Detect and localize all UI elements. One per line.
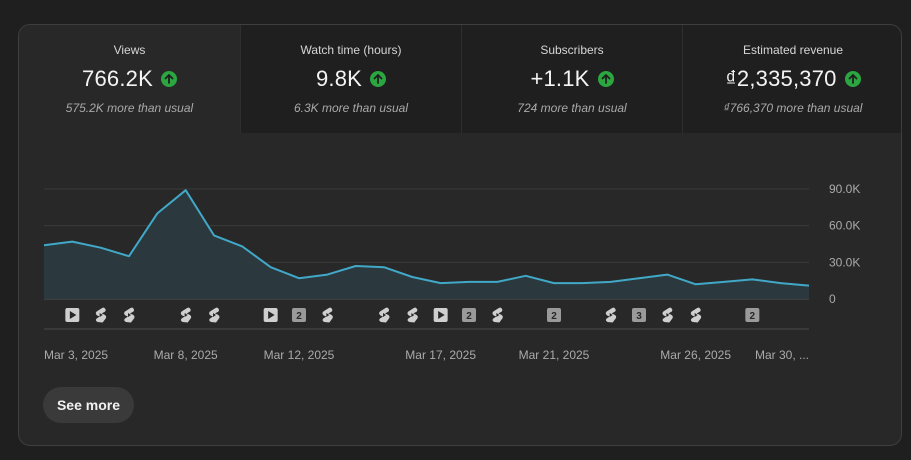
count-marker-label: 3 — [636, 311, 642, 322]
arrow-up-icon — [160, 71, 177, 87]
see-more-button[interactable]: See more — [43, 387, 134, 423]
series-area — [44, 190, 809, 299]
tab-subscribers[interactable]: Subscribers +1.1K 724 more than usual — [461, 25, 682, 133]
video-marker — [65, 308, 80, 322]
count-marker: 2 — [547, 308, 561, 322]
count-marker-bg — [632, 308, 646, 322]
metric-value: 766.2K — [82, 66, 153, 91]
play-icon — [438, 311, 445, 319]
short-marker — [407, 307, 418, 323]
count-marker-bg — [462, 308, 476, 322]
shorts-play — [184, 313, 188, 317]
metric-value: ₫2,335,370 — [725, 66, 837, 91]
count-marker-label: 2 — [466, 311, 472, 322]
arrow-up-icon — [844, 71, 861, 87]
metric-value: 9.8K — [315, 66, 363, 91]
metric-comparison: ₫766,370 more than usual — [723, 101, 863, 115]
count-marker: 2 — [292, 308, 306, 322]
count-marker-bg — [745, 308, 760, 322]
shorts-play — [326, 313, 330, 317]
metric-comparison: 6.3K more than usual — [293, 101, 409, 115]
y-tick-label: 90.0K — [829, 182, 860, 196]
x-tick-label: Mar 30, ... — [755, 348, 809, 362]
tab-title: Watch time (hours) — [300, 43, 402, 57]
x-tick-label: Mar 17, 2025 — [405, 348, 476, 362]
shorts-play — [694, 313, 698, 317]
play-icon — [268, 311, 275, 319]
short-marker — [690, 307, 702, 323]
count-marker-label: 2 — [296, 311, 302, 322]
metric-tabs: Views 766.2K 575.2K more than usual Watc… — [19, 25, 901, 133]
shorts-play — [666, 313, 670, 317]
short-marker — [492, 307, 503, 323]
x-tick-label: Mar 3, 2025 — [44, 348, 108, 362]
arrow-up-icon — [597, 71, 614, 87]
views-chart[interactable]: 90.0K 60.0K 30.0K 0 2 2 2 3 2 Mar 3, 2025 Mar 8, 2… — [19, 133, 901, 363]
tab-title: Subscribers — [540, 43, 604, 57]
tab-watch-time[interactable]: Watch time (hours) 9.8K 6.3K more than u… — [240, 25, 461, 133]
shorts-play — [496, 313, 500, 317]
shorts-play — [383, 313, 386, 317]
tab-views[interactable]: Views 766.2K 575.2K more than usual — [19, 25, 240, 133]
play-icon — [69, 311, 77, 319]
count-marker-label: 2 — [750, 311, 756, 322]
metric-comparison: 724 more than usual — [517, 101, 627, 115]
x-tick-label: Mar 21, 2025 — [519, 348, 590, 362]
count-marker-bg — [292, 308, 306, 322]
y-tick-label: 60.0K — [829, 219, 860, 233]
y-tick-label: 0 — [829, 292, 836, 306]
count-marker-label: 2 — [551, 311, 557, 322]
x-tick-label: Mar 26, 2025 — [660, 348, 731, 362]
short-marker — [662, 307, 673, 323]
short-marker — [209, 307, 220, 323]
short-marker — [180, 307, 192, 323]
metric-value: +1.1K — [530, 66, 590, 91]
y-tick-label: 30.0K — [829, 255, 860, 269]
short-marker — [379, 307, 390, 323]
count-marker: 2 — [462, 308, 476, 322]
shorts-play — [609, 313, 613, 317]
video-marker — [433, 308, 448, 322]
arrow-up-icon — [370, 71, 387, 87]
tab-title: Estimated revenue — [742, 43, 844, 57]
shorts-play — [128, 313, 131, 317]
video-marker — [263, 308, 278, 322]
analytics-card: Views 766.2K 575.2K more than usual Watc… — [18, 24, 902, 446]
tab-estimated-revenue[interactable]: Estimated revenue ₫2,335,370 ₫766,370 mo… — [682, 25, 901, 133]
count-marker: 2 — [745, 308, 760, 322]
chart-svg: 90.0K 60.0K 30.0K 0 2 2 2 3 2 Mar 3, 2025 Mar 8, 2… — [43, 182, 860, 362]
short-marker — [95, 307, 107, 323]
short-marker — [124, 307, 135, 323]
shorts-play — [411, 313, 415, 317]
short-marker — [605, 307, 617, 323]
shorts-play — [99, 313, 103, 317]
count-marker-bg — [547, 308, 561, 322]
x-tick-label: Mar 8, 2025 — [154, 348, 218, 362]
shorts-play — [213, 313, 216, 317]
short-marker — [322, 307, 333, 323]
series-line — [43, 189, 810, 287]
x-tick-label: Mar 12, 2025 — [264, 348, 335, 362]
count-marker: 3 — [632, 308, 646, 322]
tab-title: Views — [113, 43, 146, 57]
metric-comparison: 575.2K more than usual — [65, 101, 194, 115]
